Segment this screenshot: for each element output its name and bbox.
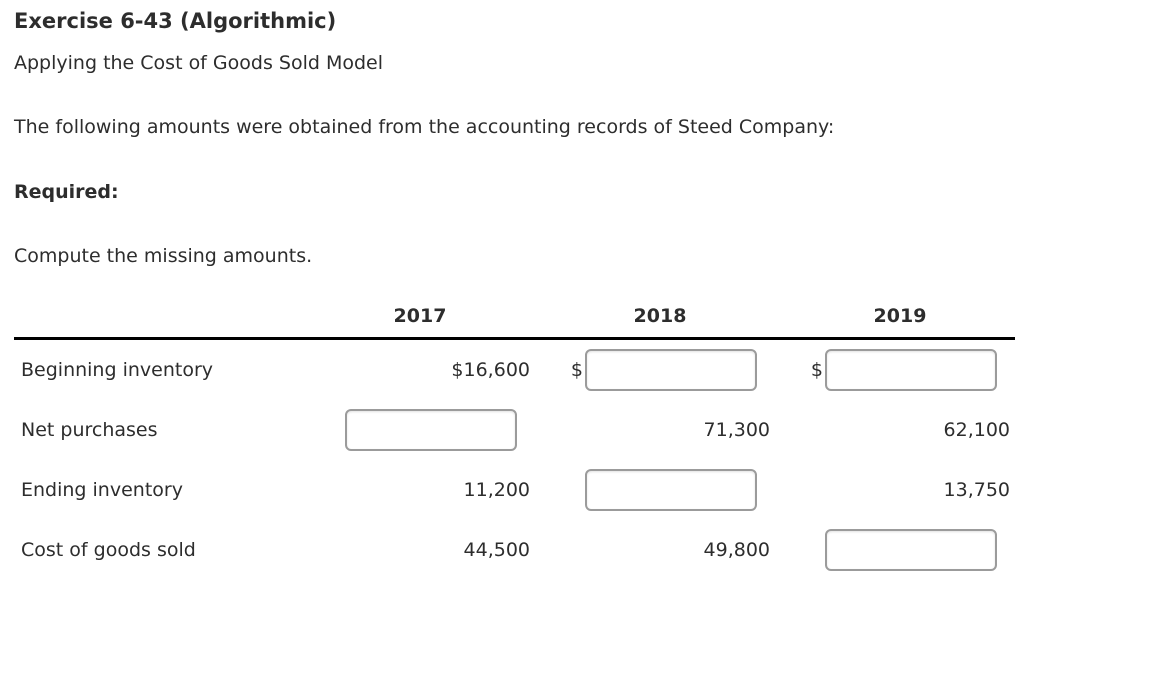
cell-ending-inventory-2017: 11,200: [350, 479, 590, 501]
dollar-prefix: $: [810, 359, 823, 381]
cell-net-purchases-2018: 71,300: [590, 419, 830, 441]
dollar-prefix: $: [570, 359, 583, 381]
row-label: Beginning inventory: [21, 359, 213, 381]
exercise-subtitle: Applying the Cost of Goods Sold Model: [14, 52, 383, 74]
cell-value: 62,100: [943, 419, 1010, 441]
table-row-cost-of-goods-sold: Cost of goods sold 44,500 49,800: [14, 520, 1015, 580]
net-purchases-2017-input[interactable]: [345, 409, 517, 451]
cell-beginning-inventory-2017: $16,600: [350, 359, 590, 381]
cell-value: 49,800: [703, 539, 770, 561]
cell-value: 44,500: [463, 539, 530, 561]
table-row-beginning-inventory: Beginning inventory $16,600 $ $: [14, 340, 1015, 400]
cell-cost-of-goods-sold-2017: 44,500: [350, 539, 590, 561]
cell-value: $16,600: [451, 359, 530, 381]
column-header-2019: 2019: [873, 305, 927, 327]
cell-ending-inventory-2018: [585, 469, 830, 511]
cell-value: 11,200: [463, 479, 530, 501]
cost-of-goods-sold-2019-input[interactable]: [825, 529, 997, 571]
cell-value: 13,750: [943, 479, 1010, 501]
cell-net-purchases-2017: [345, 409, 590, 451]
row-label: Ending inventory: [21, 479, 183, 501]
cell-cost-of-goods-sold-2018: 49,800: [590, 539, 830, 561]
beginning-inventory-2019-input[interactable]: [825, 349, 997, 391]
column-header-2017: 2017: [393, 305, 447, 327]
row-label: Net purchases: [21, 419, 158, 441]
instruction-text: Compute the missing amounts.: [14, 245, 313, 267]
row-label: Cost of goods sold: [21, 539, 196, 561]
cell-beginning-inventory-2018: $: [571, 349, 830, 391]
cell-net-purchases-2019: 62,100: [830, 419, 1070, 441]
cell-cost-of-goods-sold-2019: [825, 529, 1070, 571]
table-header-row: 2017 2018 2019: [14, 295, 1015, 340]
required-label: Required:: [14, 181, 119, 203]
exercise-title: Exercise 6-43 (Algorithmic): [14, 9, 337, 33]
cell-value: 71,300: [703, 419, 770, 441]
cogs-table: 2017 2018 2019 Beginning inventory $16,6…: [14, 295, 1015, 580]
column-header-2018: 2018: [633, 305, 687, 327]
intro-text: The following amounts were obtained from…: [14, 116, 835, 138]
ending-inventory-2018-input[interactable]: [585, 469, 757, 511]
cell-ending-inventory-2019: 13,750: [830, 479, 1070, 501]
beginning-inventory-2018-input[interactable]: [585, 349, 757, 391]
table-row-net-purchases: Net purchases 71,300 62,100: [14, 400, 1015, 460]
table-row-ending-inventory: Ending inventory 11,200 13,750: [14, 460, 1015, 520]
cell-beginning-inventory-2019: $: [811, 349, 1070, 391]
